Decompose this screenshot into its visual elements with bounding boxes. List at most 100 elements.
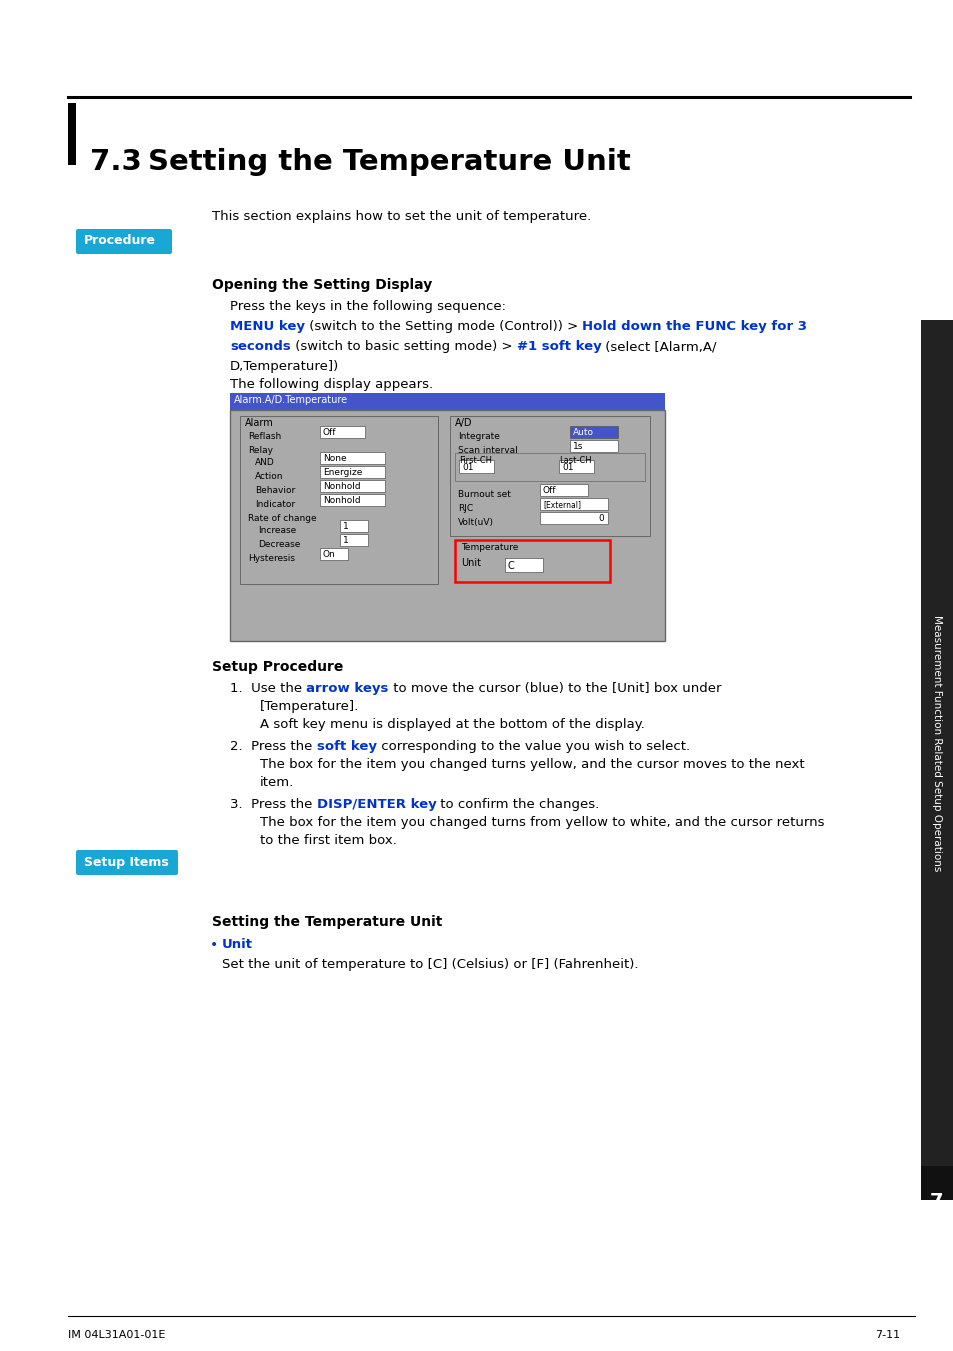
Text: (switch to the Setting mode (Control)) >: (switch to the Setting mode (Control)) > [305, 320, 582, 332]
Bar [558, 459, 594, 473]
Text: Setting the Temperature Unit: Setting the Temperature Unit [212, 915, 442, 929]
Text: arrow keys: arrow keys [306, 682, 388, 694]
Text: [External]: [External] [542, 500, 580, 509]
Text: Scan interval: Scan interval [457, 446, 517, 455]
Text: Hold down the FUNC key for 3: Hold down the FUNC key for 3 [582, 320, 806, 332]
Text: RJC: RJC [457, 504, 473, 513]
Text: 0: 0 [598, 513, 603, 523]
Text: Nonhold: Nonhold [323, 482, 360, 490]
Bar [319, 453, 385, 463]
Text: corresponding to the value you wish to select.: corresponding to the value you wish to s… [376, 740, 689, 753]
Text: Alarm.A/D.Temperature: Alarm.A/D.Temperature [233, 394, 348, 405]
Bar [455, 453, 644, 481]
Text: Energize: Energize [323, 467, 362, 477]
Text: On: On [323, 550, 335, 559]
Text: to the first item box.: to the first item box. [260, 834, 396, 847]
Text: The box for the item you changed turns from yellow to white, and the cursor retu: The box for the item you changed turns f… [260, 816, 823, 830]
Bar [319, 494, 385, 507]
Text: Set the unit of temperature to [C] (Celsius) or [F] (Fahrenheit).: Set the unit of temperature to [C] (Cels… [222, 958, 638, 971]
Bar [68, 103, 76, 165]
Text: 1: 1 [343, 521, 349, 531]
Text: Opening the Setting Display: Opening the Setting Display [212, 278, 432, 292]
Bar [319, 426, 365, 438]
Text: 7-11: 7-11 [874, 1329, 899, 1340]
Text: A/D: A/D [455, 417, 472, 428]
Text: Off: Off [542, 486, 556, 494]
Text: to confirm the changes.: to confirm the changes. [436, 798, 599, 811]
Bar [920, 320, 953, 1200]
Text: Decrease: Decrease [257, 540, 300, 549]
Text: Measurement Function Related Setup Operations: Measurement Function Related Setup Opera… [931, 615, 941, 871]
Text: Reflash: Reflash [248, 432, 281, 440]
Text: Burnout set: Burnout set [457, 490, 511, 499]
Bar [569, 440, 618, 453]
Text: Behavior: Behavior [254, 486, 294, 494]
Bar [539, 499, 607, 509]
Bar [569, 426, 618, 438]
Bar [539, 512, 607, 524]
Text: Alarm: Alarm [245, 417, 274, 428]
Bar [230, 393, 664, 409]
Bar [319, 466, 385, 478]
Bar [230, 409, 664, 640]
Text: [Temperature].: [Temperature]. [260, 700, 359, 713]
Text: 01: 01 [461, 463, 473, 471]
Text: Setting the Temperature Unit: Setting the Temperature Unit [148, 149, 630, 176]
Text: C: C [507, 561, 515, 571]
Text: Temperature: Temperature [460, 543, 517, 553]
Text: Unit: Unit [460, 558, 480, 567]
Bar [539, 484, 587, 496]
Text: This section explains how to set the unit of temperature.: This section explains how to set the uni… [212, 209, 591, 223]
Text: item.: item. [260, 775, 294, 789]
Text: soft key: soft key [316, 740, 376, 753]
Text: The box for the item you changed turns yellow, and the cursor moves to the next: The box for the item you changed turns y… [260, 758, 803, 771]
Text: 2.  Press the: 2. Press the [230, 740, 316, 753]
Text: Press the keys in the following sequence:: Press the keys in the following sequence… [230, 300, 505, 313]
Text: None: None [323, 454, 346, 463]
Text: 3.  Press the: 3. Press the [230, 798, 316, 811]
Text: (select [Alarm,A/: (select [Alarm,A/ [600, 340, 716, 353]
Text: 1: 1 [343, 536, 349, 544]
Text: Procedure: Procedure [84, 234, 156, 247]
Text: Hysteresis: Hysteresis [248, 554, 294, 563]
Text: Nonhold: Nonhold [323, 496, 360, 505]
Bar [455, 540, 609, 582]
Text: Last-CH: Last-CH [558, 457, 591, 465]
Text: DISP/ENTER key: DISP/ENTER key [316, 798, 436, 811]
Text: (switch to basic setting mode) >: (switch to basic setting mode) > [291, 340, 517, 353]
Bar [339, 520, 368, 532]
Text: Increase: Increase [257, 526, 296, 535]
FancyBboxPatch shape [76, 850, 178, 875]
Text: Setup Items: Setup Items [84, 857, 169, 869]
Text: The following display appears.: The following display appears. [230, 378, 433, 390]
Text: 1.  Use the: 1. Use the [230, 682, 306, 694]
Text: Action: Action [254, 471, 283, 481]
Text: •: • [210, 938, 218, 952]
Bar [504, 558, 542, 571]
Text: Off: Off [323, 428, 336, 436]
Text: D,Temperature]): D,Temperature]) [230, 359, 339, 373]
Bar [339, 534, 368, 546]
Text: Rate of change: Rate of change [248, 513, 316, 523]
Text: Auto: Auto [573, 428, 594, 436]
Text: IM 04L31A01-01E: IM 04L31A01-01E [68, 1329, 165, 1340]
Text: to move the cursor (blue) to the [Unit] box under: to move the cursor (blue) to the [Unit] … [388, 682, 720, 694]
Text: 1s: 1s [573, 442, 583, 451]
Bar [920, 1166, 953, 1200]
Text: seconds: seconds [230, 340, 291, 353]
Text: Setup Procedure: Setup Procedure [212, 661, 343, 674]
Text: A soft key menu is displayed at the bottom of the display.: A soft key menu is displayed at the bott… [260, 717, 644, 731]
Text: 7.3: 7.3 [90, 149, 142, 176]
Bar [458, 459, 494, 473]
Bar [450, 416, 649, 536]
Text: First-CH: First-CH [458, 457, 492, 465]
Bar [319, 549, 348, 561]
Bar [240, 416, 437, 584]
Text: 7: 7 [929, 1192, 943, 1210]
Text: Volt(uV): Volt(uV) [457, 517, 494, 527]
FancyBboxPatch shape [76, 230, 172, 254]
Bar [319, 480, 385, 492]
Text: AND: AND [254, 458, 274, 467]
Text: MENU key: MENU key [230, 320, 305, 332]
Text: 01: 01 [561, 463, 573, 471]
